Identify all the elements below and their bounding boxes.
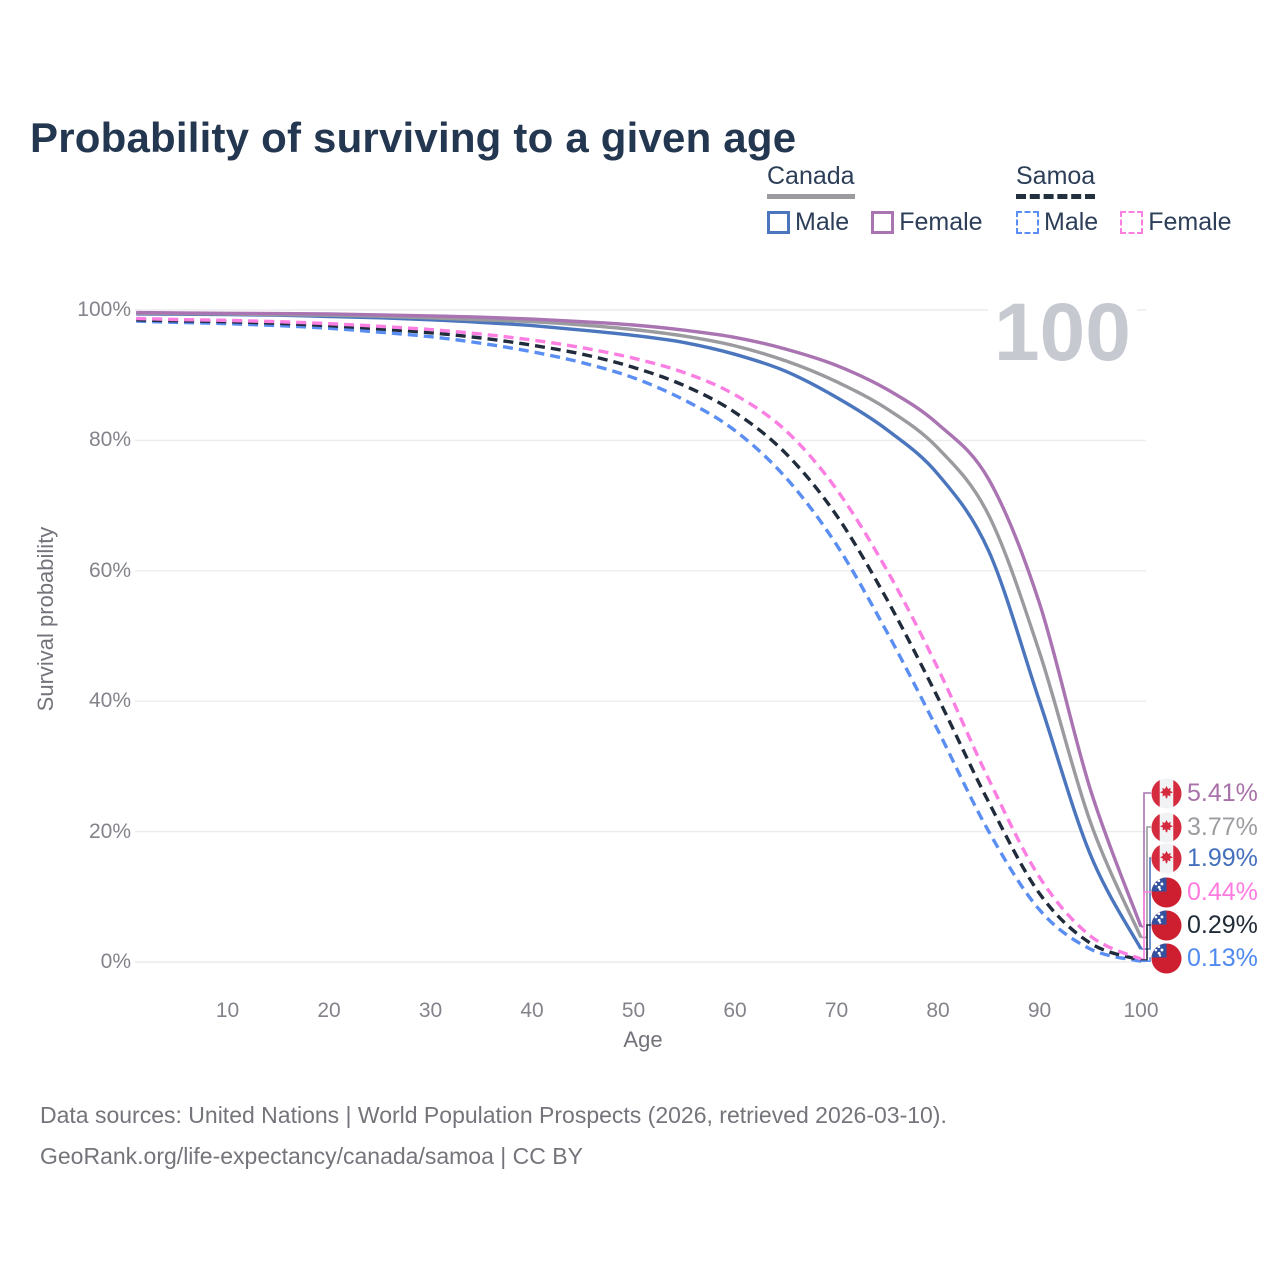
end-label-connector <box>1141 792 1151 928</box>
end-label-connector <box>1141 857 1151 950</box>
series-line-samoa-male[interactable] <box>136 319 1142 963</box>
y-tick-80: 80% <box>88 428 131 452</box>
chart-title: Probability of surviving to a given age <box>30 114 797 162</box>
y-tick-0: 0% <box>100 950 131 973</box>
legend-item-label: Male <box>1044 208 1099 236</box>
footer: Data sources: United Nations | World Pop… <box>40 1095 947 1177</box>
legend-swatch <box>767 211 790 234</box>
legend-item-samoa-male[interactable]: Male <box>1016 208 1098 237</box>
legend-item-label: Female <box>1148 208 1232 236</box>
series-line-canada-total[interactable] <box>136 311 1143 939</box>
legend-item-label: Male <box>795 208 850 236</box>
x-tick-70: 70 <box>824 999 849 1022</box>
x-tick-40: 40 <box>520 999 544 1022</box>
legend: Canada Male Female Samoa Male Female <box>0 162 1280 252</box>
legend-swatch <box>1016 211 1039 234</box>
x-tick-60: 60 <box>723 999 747 1022</box>
legend-item-label: Female <box>899 208 983 236</box>
legend-country-canada: Canada <box>767 162 855 190</box>
legend-group-canada: Canada Male Female <box>767 162 983 237</box>
legend-item-canada-male[interactable]: Male <box>767 208 849 237</box>
legend-swatch <box>1120 211 1144 234</box>
end-label-connector <box>1141 957 1151 962</box>
y-tick-100: 100% <box>77 298 131 321</box>
legend-group-samoa: Samoa Male Female <box>1016 162 1232 237</box>
end-label-connector <box>1141 924 1151 961</box>
legend-country-samoa: Samoa <box>1016 162 1096 190</box>
legend-country-underline <box>767 194 855 199</box>
series-line-samoa-female[interactable] <box>136 316 1142 961</box>
legend-item-canada-female[interactable]: Female <box>871 208 983 237</box>
end-label-connector <box>1141 891 1151 960</box>
y-tick-40: 40% <box>88 689 131 713</box>
series-line-samoa-total[interactable] <box>136 318 1142 962</box>
y-tick-20: 20% <box>88 819 131 843</box>
attribution-line: GeoRank.org/life-expectancy/canada/samoa… <box>40 1143 583 1169</box>
x-tick-90: 90 <box>1027 999 1052 1022</box>
data-source-line: Data sources: United Nations | World Pop… <box>40 1102 947 1128</box>
legend-country-underline <box>1016 194 1096 199</box>
watermark-age-100: 100 <box>988 292 1137 374</box>
x-tick-80: 80 <box>926 999 950 1022</box>
x-tick-30: 30 <box>418 999 443 1022</box>
y-tick-60: 60% <box>88 558 131 582</box>
x-tick-100: 100 <box>1123 999 1159 1022</box>
x-tick-20: 20 <box>317 999 341 1022</box>
series-line-canada-female[interactable] <box>136 310 1143 928</box>
x-axis-title: Age <box>623 1027 663 1052</box>
legend-item-samoa-female[interactable]: Female <box>1120 208 1232 237</box>
series-line-canada-male[interactable] <box>136 312 1143 950</box>
legend-swatch <box>871 211 895 234</box>
x-tick-50: 50 <box>621 999 646 1022</box>
x-tick-10: 10 <box>215 999 240 1022</box>
